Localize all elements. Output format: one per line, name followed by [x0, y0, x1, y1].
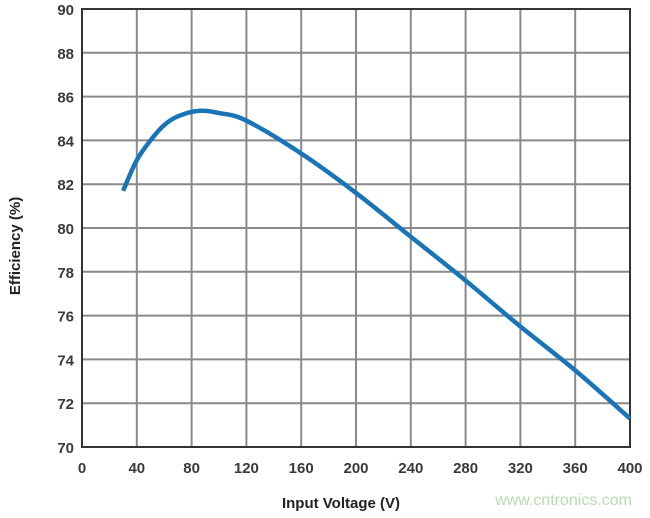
x-tick-label: 360: [563, 460, 588, 477]
y-tick-label: 74: [57, 352, 74, 369]
y-tick-label: 72: [57, 396, 74, 413]
x-tick-label: 0: [78, 460, 86, 477]
x-tick-label: 280: [453, 460, 478, 477]
y-tick-label: 88: [57, 46, 74, 63]
y-tick-label: 70: [57, 440, 74, 457]
y-axis-label: Efficiency (%): [7, 197, 24, 295]
x-axis-label: Input Voltage (V): [282, 495, 400, 512]
x-tick-label: 320: [508, 460, 533, 477]
x-tick-label: 200: [343, 460, 368, 477]
y-tick-label: 84: [57, 133, 74, 150]
y-tick-label: 78: [57, 265, 74, 282]
x-tick-label: 40: [128, 460, 145, 477]
x-tick-label: 240: [398, 460, 423, 477]
x-tick-label: 400: [617, 460, 642, 477]
efficiency-curve: [121, 108, 632, 421]
y-tick-label: 76: [57, 309, 74, 326]
y-tick-label: 86: [57, 90, 74, 107]
y-tick-label: 90: [57, 2, 74, 19]
x-tick-label: 80: [183, 460, 200, 477]
y-tick-label: 82: [57, 177, 74, 194]
x-tick-label: 160: [289, 460, 314, 477]
x-tick-label: 120: [234, 460, 259, 477]
y-tick-label: 80: [57, 221, 74, 238]
plot-frame: [81, 8, 631, 448]
watermark: www.cntronics.com: [495, 492, 632, 509]
